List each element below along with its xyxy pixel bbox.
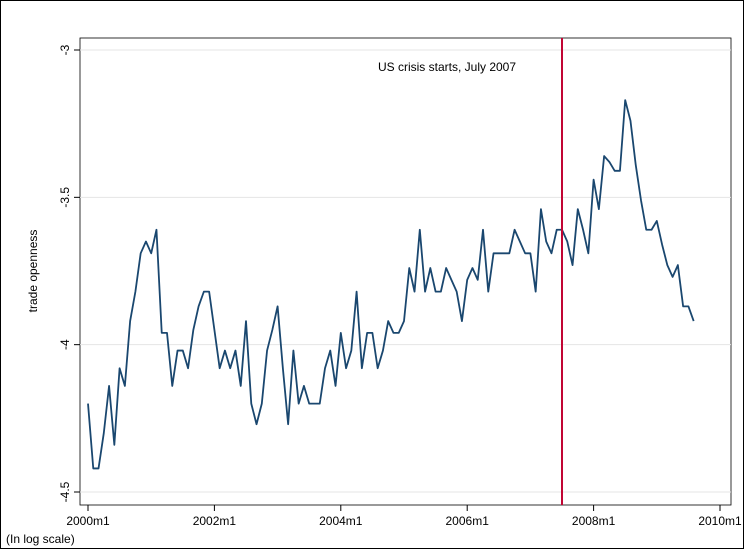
y-tick-label: -3 xyxy=(58,44,72,55)
series-line xyxy=(87,99,695,470)
plot-region xyxy=(79,37,732,506)
y-axis-title: trade openness xyxy=(26,230,40,313)
x-tick-label: 2000m1 xyxy=(66,514,110,528)
x-tick-label: 2006m1 xyxy=(446,514,490,528)
x-tick-label: 2008m1 xyxy=(572,514,616,528)
y-tick-label: -4.5 xyxy=(58,481,72,502)
x-tick-label: 2004m1 xyxy=(319,514,363,528)
y-tick-label: -4 xyxy=(58,339,72,350)
x-tick-label: 2010m1 xyxy=(698,514,742,528)
y-tick-label: -3.5 xyxy=(58,187,72,208)
note: (In log scale) xyxy=(6,532,75,546)
annotation: US crisis starts, July 2007 xyxy=(378,60,516,74)
x-tick-label: 2002m1 xyxy=(193,514,237,528)
